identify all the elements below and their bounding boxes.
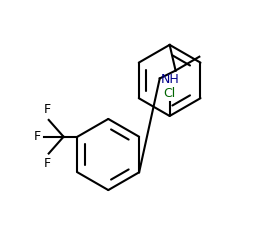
Text: F: F	[44, 158, 51, 170]
Text: NH: NH	[161, 73, 180, 86]
Text: F: F	[44, 103, 51, 116]
Text: Cl: Cl	[164, 87, 176, 100]
Text: F: F	[34, 130, 41, 143]
